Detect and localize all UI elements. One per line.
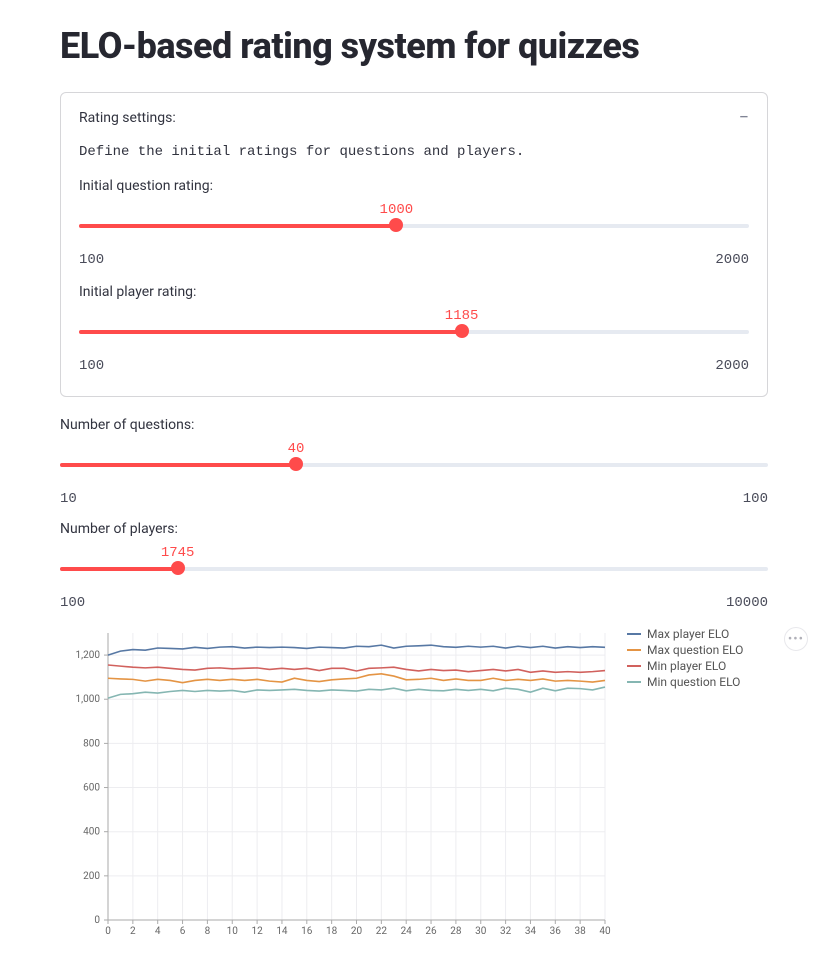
svg-text:12: 12 <box>251 926 263 935</box>
initial-player-rating-slider: Initial player rating: 1185 100 2000 <box>79 284 749 374</box>
initial-question-rating-slider: Initial question rating: 1000 100 2000 <box>79 178 749 268</box>
chart-menu-icon[interactable]: ••• <box>784 627 808 651</box>
legend-item[interactable]: Max question ELO <box>627 643 743 657</box>
svg-text:40: 40 <box>599 926 611 935</box>
slider[interactable]: 1745 <box>60 545 768 583</box>
svg-text:36: 36 <box>550 926 562 935</box>
slider-max: 100 <box>743 491 768 507</box>
rating-settings-panel: Rating settings: − Define the initial ra… <box>60 92 768 397</box>
slider[interactable]: 1000 <box>79 202 749 240</box>
slider-min: 100 <box>79 252 104 268</box>
elo-chart-row: 0246810121416182022242628303234363840020… <box>60 625 768 935</box>
svg-text:32: 32 <box>500 926 512 935</box>
legend-label: Min player ELO <box>647 659 726 673</box>
svg-text:16: 16 <box>301 926 313 935</box>
svg-text:2: 2 <box>130 926 136 935</box>
collapse-icon[interactable]: − <box>739 107 749 128</box>
panel-description: Define the initial ratings for questions… <box>79 144 749 160</box>
slider-label: Number of questions: <box>60 417 768 433</box>
legend-label: Max question ELO <box>647 643 743 657</box>
slider[interactable]: 1185 <box>79 308 749 346</box>
legend-label: Min question ELO <box>647 675 740 689</box>
slider-thumb[interactable] <box>455 324 469 338</box>
svg-text:200: 200 <box>83 871 100 882</box>
svg-text:22: 22 <box>376 926 388 935</box>
svg-text:6: 6 <box>180 926 186 935</box>
legend-swatch <box>627 649 641 651</box>
svg-text:30: 30 <box>475 926 487 935</box>
svg-text:0: 0 <box>94 915 100 926</box>
slider-label: Number of players: <box>60 521 768 537</box>
legend-item[interactable]: Min player ELO <box>627 659 743 673</box>
legend-item[interactable]: Min question ELO <box>627 675 743 689</box>
slider-label: Initial player rating: <box>79 284 749 300</box>
legend-label: Max player ELO <box>647 627 729 641</box>
slider[interactable]: 40 <box>60 441 768 479</box>
legend-item[interactable]: Max player ELO <box>627 627 743 641</box>
slider-min: 100 <box>79 358 104 374</box>
legend-swatch <box>627 665 641 667</box>
slider-min: 100 <box>60 595 85 611</box>
slider-thumb[interactable] <box>289 457 303 471</box>
svg-text:26: 26 <box>425 926 437 935</box>
chart-legend: Max player ELO Max question ELO Min player… <box>627 627 743 691</box>
svg-text:28: 28 <box>450 926 462 935</box>
slider-value: 1000 <box>380 202 414 218</box>
svg-text:800: 800 <box>83 738 100 749</box>
page-title: ELO-based rating system for quizzes <box>60 25 768 67</box>
svg-text:24: 24 <box>401 926 413 935</box>
slider-max: 2000 <box>715 358 749 374</box>
slider-value: 40 <box>288 441 305 457</box>
slider-value: 1745 <box>161 545 195 561</box>
svg-text:38: 38 <box>575 926 587 935</box>
slider-thumb[interactable] <box>389 218 403 232</box>
num-players-slider: Number of players: 1745 100 10000 <box>60 521 768 611</box>
svg-text:600: 600 <box>83 783 100 794</box>
svg-text:20: 20 <box>351 926 363 935</box>
panel-header-label: Rating settings: <box>79 110 176 126</box>
num-questions-slider: Number of questions: 40 10 100 <box>60 417 768 507</box>
svg-text:0: 0 <box>105 926 111 935</box>
legend-swatch <box>627 633 641 635</box>
slider-label: Initial question rating: <box>79 178 749 194</box>
svg-text:18: 18 <box>326 926 338 935</box>
legend-swatch <box>627 681 641 683</box>
svg-text:1,000: 1,000 <box>76 694 101 705</box>
slider-min: 10 <box>60 491 77 507</box>
rating-settings-header[interactable]: Rating settings: − <box>79 107 749 128</box>
svg-text:400: 400 <box>83 827 100 838</box>
svg-text:8: 8 <box>205 926 211 935</box>
slider-max: 10000 <box>726 595 768 611</box>
slider-thumb[interactable] <box>171 561 185 575</box>
slider-value: 1185 <box>445 308 479 324</box>
svg-text:14: 14 <box>276 926 288 935</box>
svg-text:34: 34 <box>525 926 537 935</box>
svg-text:10: 10 <box>227 926 239 935</box>
slider-max: 2000 <box>715 252 749 268</box>
elo-line-chart: 0246810121416182022242628303234363840020… <box>60 625 615 935</box>
svg-text:1,200: 1,200 <box>76 650 101 661</box>
svg-text:4: 4 <box>155 926 161 935</box>
